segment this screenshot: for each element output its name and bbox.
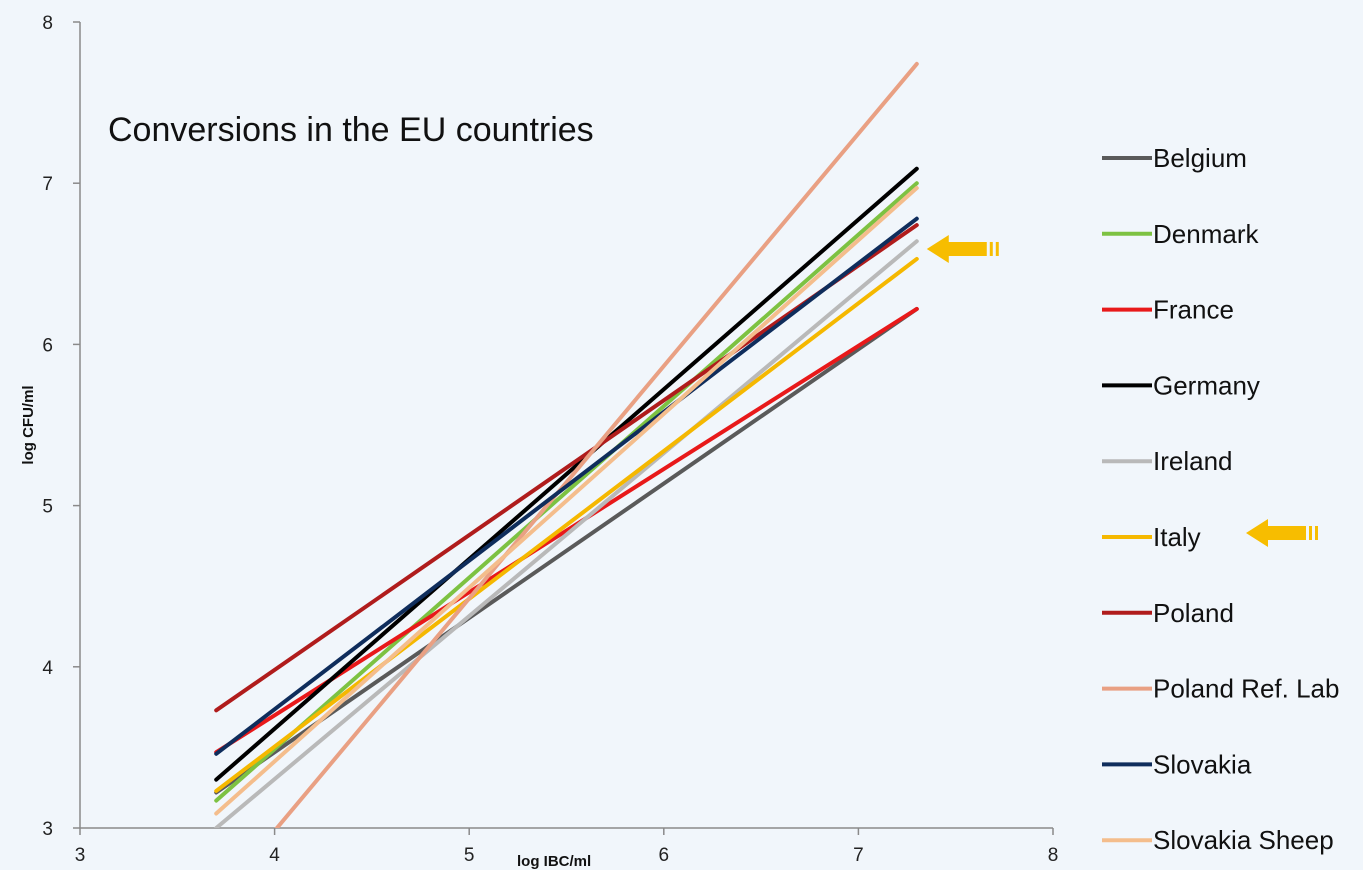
arrow-icon-line — [926, 234, 999, 263]
legend-label-slovakia: Slovakia — [1153, 749, 1252, 779]
legend-label-denmark: Denmark — [1153, 219, 1259, 249]
y-tick-label: 3 — [42, 819, 53, 840]
series-line-slovakia — [214, 216, 919, 756]
legend-label-belgium: Belgium — [1153, 143, 1247, 173]
legend-label-france: France — [1153, 295, 1234, 325]
y-tick-label: 7 — [42, 174, 53, 195]
series-line-germany — [214, 166, 919, 782]
y-tick-label: 8 — [42, 13, 53, 34]
x-tick-label: 3 — [75, 845, 86, 866]
series-line-slovakia-sheep — [214, 186, 919, 816]
x-axis-title: log IBC/ml — [517, 853, 591, 870]
legend-label-italy: Italy — [1153, 522, 1201, 552]
legend: Belgium Denmark France Germany Ireland Italy P… — [1102, 143, 1339, 855]
legend-label-slovakia-sheep: Slovakia Sheep — [1153, 825, 1334, 855]
series-line-italy — [214, 256, 919, 793]
annotation-arrows — [926, 234, 1318, 547]
legend-label-poland-ref-lab: Poland Ref. Lab — [1153, 674, 1339, 704]
series-line-ireland — [214, 239, 919, 828]
x-tick-label: 5 — [464, 845, 475, 866]
chart-axes: 3 4 5 6 7 8 3 4 5 6 7 8 — [42, 13, 1058, 866]
x-tick-label: 7 — [853, 845, 864, 866]
legend-label-germany: Germany — [1153, 370, 1260, 400]
series-layer — [214, 61, 919, 828]
legend-label-poland: Poland — [1153, 598, 1234, 628]
arrow-icon-legend — [1246, 519, 1318, 547]
y-tick-label: 4 — [42, 658, 53, 679]
chart-title: Conversions in the EU countries — [108, 111, 594, 149]
series-line-poland-ref-lab — [274, 61, 919, 828]
x-tick-label: 4 — [269, 845, 280, 866]
series-line-denmark — [214, 181, 919, 803]
x-tick-label: 8 — [1048, 845, 1059, 866]
y-axis-title: log CFU/ml — [20, 385, 37, 464]
y-tick-label: 6 — [42, 335, 53, 356]
y-tick-label: 5 — [42, 497, 53, 518]
legend-label-ireland: Ireland — [1153, 446, 1233, 476]
x-tick-label: 6 — [659, 845, 670, 866]
series-line-belgium — [214, 306, 919, 795]
